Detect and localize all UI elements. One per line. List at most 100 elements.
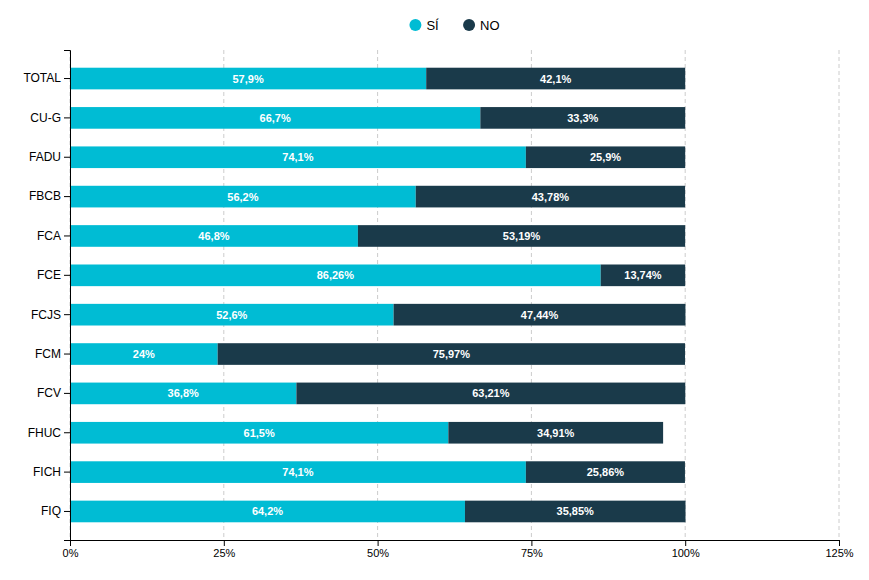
y-tick: FADU	[29, 150, 70, 164]
bar	[70, 501, 465, 523]
data-label: 43,78%	[532, 191, 570, 203]
axis-line	[71, 541, 840, 547]
x-tick-mark	[224, 540, 225, 546]
y-tick-mark	[64, 235, 70, 236]
x-tick-mark	[839, 540, 840, 546]
bar	[358, 225, 685, 247]
x-tick: 50%	[367, 540, 389, 559]
bar	[394, 304, 686, 326]
x-tick-label: 0%	[63, 547, 79, 559]
x-tick: 25%	[213, 540, 235, 559]
axis-line	[64, 51, 71, 541]
data-label: 52,6%	[216, 309, 247, 321]
bar	[526, 461, 685, 483]
x-axis: 0% 25% 50% 75% 100% 125%	[63, 540, 854, 559]
bar-series	[70, 68, 601, 523]
bar	[70, 461, 526, 483]
x-tick-label: 100%	[672, 547, 700, 559]
data-label: 74,1%	[282, 466, 313, 478]
legend-swatch	[409, 19, 421, 31]
y-tick-label: FCA	[37, 229, 61, 243]
data-label: 63,21%	[472, 387, 510, 399]
data-label: 75,97%	[433, 348, 471, 360]
x-tick: 125%	[825, 540, 853, 559]
grid	[70, 50, 839, 540]
bar	[601, 264, 686, 286]
y-tick-label: FCV	[37, 386, 61, 400]
data-label: 74,1%	[282, 151, 313, 163]
y-tick: FBCB	[29, 189, 70, 203]
data-label: 42,1%	[540, 73, 571, 85]
data-label: 13,74%	[624, 269, 662, 281]
data-label: 36,8%	[168, 387, 199, 399]
y-tick-mark	[64, 275, 70, 276]
x-tick-mark	[685, 540, 686, 546]
y-tick: FCM	[35, 347, 70, 361]
bar	[465, 501, 686, 523]
x-tick: 0%	[63, 540, 79, 559]
data-label: 47,44%	[521, 309, 559, 321]
bar	[526, 146, 685, 168]
data-labels: 57,9%66,7%74,1%56,2%46,8%86,26%52,6%24%3…	[133, 73, 662, 518]
x-tick: 100%	[672, 540, 700, 559]
legend-label: NO	[480, 18, 500, 33]
legend-swatch	[463, 19, 475, 31]
y-tick: FCV	[37, 386, 70, 400]
y-tick: FHUC	[28, 426, 70, 440]
y-axis: TOTAL CU-G FADU FBCB FCA FCE FCJS FCM FCV FHUC FIC…	[23, 51, 70, 541]
data-label: 64,2%	[252, 505, 283, 517]
plot-area: 57,9%66,7%74,1%56,2%46,8%86,26%52,6%24%3…	[23, 50, 853, 559]
bar	[416, 186, 685, 208]
bar	[70, 264, 601, 286]
bar	[448, 422, 663, 444]
y-tick: FCJS	[31, 308, 70, 322]
y-tick: FICH	[33, 465, 70, 479]
chart-container: 57,9%66,7%74,1%56,2%46,8%86,26%52,6%24%3…	[0, 0, 869, 580]
y-tick-mark	[64, 511, 70, 512]
data-label: 25,9%	[590, 151, 621, 163]
y-tick-mark	[64, 78, 70, 79]
bars	[70, 68, 686, 523]
y-tick: TOTAL	[23, 71, 70, 85]
y-tick: FIQ	[41, 504, 70, 518]
y-tick-mark	[64, 196, 70, 197]
bar	[70, 225, 358, 247]
bar	[70, 68, 426, 90]
y-tick-label: TOTAL	[23, 71, 61, 85]
y-tick-mark	[64, 432, 70, 433]
data-label: 25,86%	[587, 466, 625, 478]
legend-item: SÍ	[409, 18, 439, 33]
y-tick-label: FCJS	[31, 308, 61, 322]
data-label: 24%	[133, 348, 155, 360]
bar	[296, 383, 685, 405]
bar	[480, 107, 685, 129]
x-tick-label: 25%	[213, 547, 235, 559]
x-tick: 75%	[521, 540, 543, 559]
x-tick-label: 125%	[825, 547, 853, 559]
data-label: 53,19%	[503, 230, 541, 242]
bar	[70, 383, 296, 405]
data-label: 46,8%	[198, 230, 229, 242]
x-tick-label: 50%	[367, 547, 389, 559]
bar	[70, 186, 416, 208]
data-label: 61,5%	[244, 427, 275, 439]
bar	[70, 304, 394, 326]
y-tick: FCE	[37, 268, 70, 282]
legend-label: SÍ	[426, 18, 439, 33]
bar	[426, 68, 685, 90]
bar	[218, 343, 685, 365]
y-tick-label: FCM	[35, 347, 61, 361]
y-tick-mark	[64, 157, 70, 158]
y-tick-mark	[64, 117, 70, 118]
legend: SÍ NO	[409, 18, 499, 33]
y-tick-label: FADU	[29, 150, 61, 164]
chart-svg: 57,9%66,7%74,1%56,2%46,8%86,26%52,6%24%3…	[0, 0, 869, 580]
bar	[70, 343, 218, 365]
data-label: 34,91%	[537, 427, 575, 439]
x-tick-mark	[531, 540, 532, 546]
bar-series	[218, 68, 686, 523]
data-label: 57,9%	[232, 73, 263, 85]
y-tick-label: CU-G	[30, 111, 61, 125]
y-tick-mark	[64, 354, 70, 355]
data-label: 56,2%	[227, 191, 258, 203]
